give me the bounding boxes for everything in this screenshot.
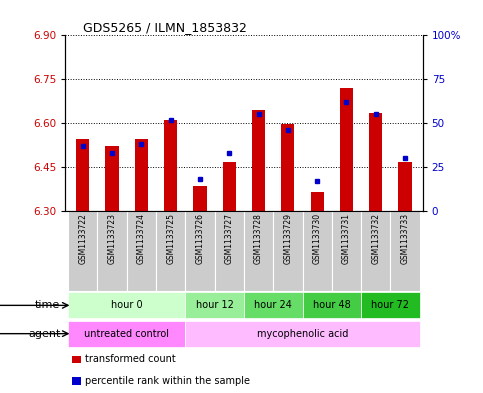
- Text: GSM1133725: GSM1133725: [166, 213, 175, 264]
- Text: hour 24: hour 24: [254, 300, 292, 310]
- Bar: [68, 292, 185, 318]
- Text: GSM1133728: GSM1133728: [254, 213, 263, 264]
- Text: GDS5265 / ILMN_1853832: GDS5265 / ILMN_1853832: [83, 21, 247, 34]
- Bar: [68, 321, 185, 347]
- Text: hour 12: hour 12: [196, 300, 234, 310]
- Text: agent: agent: [28, 329, 60, 339]
- Bar: [398, 162, 412, 211]
- Bar: [105, 146, 119, 211]
- Bar: [361, 211, 390, 291]
- Text: GSM1133723: GSM1133723: [108, 213, 116, 264]
- Bar: [302, 292, 361, 318]
- Bar: [68, 211, 98, 291]
- Bar: [164, 120, 177, 211]
- Text: untreated control: untreated control: [84, 329, 169, 339]
- Bar: [302, 211, 332, 291]
- Bar: [156, 211, 185, 291]
- Bar: [273, 211, 302, 291]
- Bar: [252, 110, 265, 211]
- Bar: [76, 139, 89, 211]
- Text: time: time: [35, 300, 60, 310]
- Bar: [332, 211, 361, 291]
- Bar: [98, 211, 127, 291]
- Bar: [193, 186, 207, 211]
- Bar: [72, 356, 81, 363]
- Bar: [127, 211, 156, 291]
- Bar: [72, 377, 81, 384]
- Text: hour 72: hour 72: [371, 300, 410, 310]
- Text: hour 48: hour 48: [313, 300, 351, 310]
- Bar: [135, 139, 148, 211]
- Bar: [223, 162, 236, 211]
- Text: transformed count: transformed count: [85, 354, 176, 364]
- Text: percentile rank within the sample: percentile rank within the sample: [85, 376, 250, 386]
- Text: GSM1133731: GSM1133731: [342, 213, 351, 264]
- Bar: [185, 292, 244, 318]
- Bar: [244, 292, 302, 318]
- Text: GSM1133724: GSM1133724: [137, 213, 146, 264]
- Text: mycophenolic acid: mycophenolic acid: [257, 329, 348, 339]
- Bar: [214, 211, 244, 291]
- Text: GSM1133727: GSM1133727: [225, 213, 234, 264]
- Bar: [185, 211, 214, 291]
- Text: GSM1133726: GSM1133726: [196, 213, 204, 264]
- Text: GSM1133730: GSM1133730: [313, 213, 322, 264]
- Bar: [390, 211, 420, 291]
- Text: GSM1133732: GSM1133732: [371, 213, 380, 264]
- Text: GSM1133729: GSM1133729: [284, 213, 292, 264]
- Bar: [361, 292, 420, 318]
- Bar: [311, 192, 324, 211]
- Bar: [281, 125, 295, 211]
- Text: GSM1133733: GSM1133733: [400, 213, 410, 264]
- Text: GSM1133722: GSM1133722: [78, 213, 87, 264]
- Bar: [340, 88, 353, 211]
- Bar: [244, 211, 273, 291]
- Bar: [369, 113, 383, 211]
- Bar: [185, 321, 420, 347]
- Text: hour 0: hour 0: [111, 300, 142, 310]
